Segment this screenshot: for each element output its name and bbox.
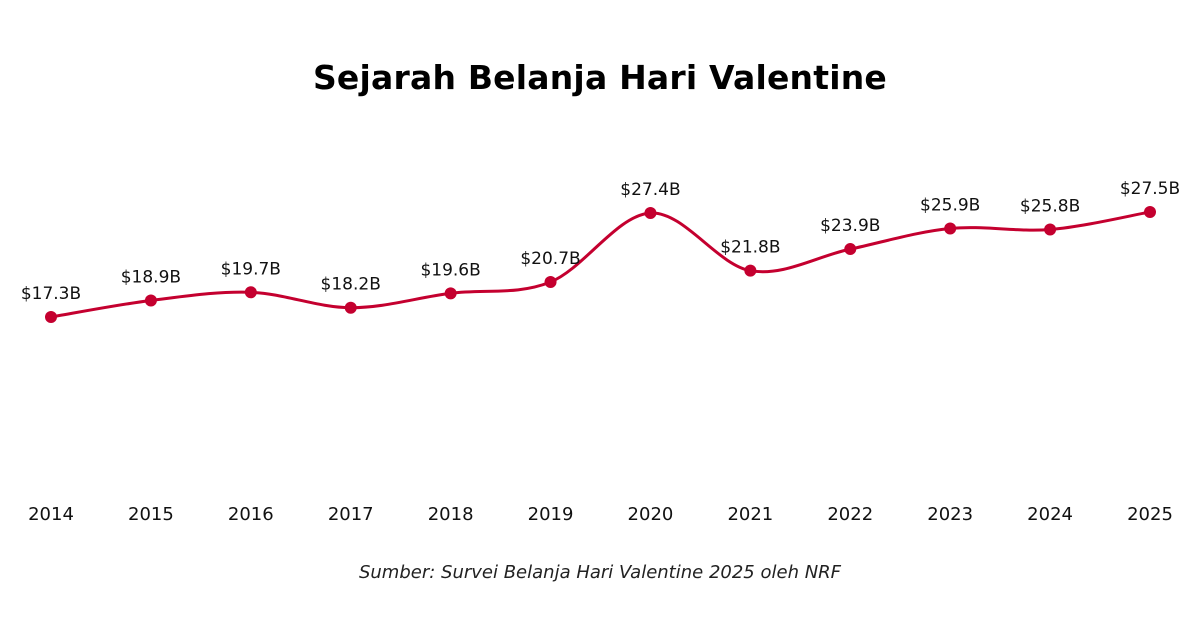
- data-point-2025: [1144, 206, 1156, 218]
- x-tick-2025: 2025: [1127, 504, 1173, 525]
- data-point-2015: [144, 294, 157, 307]
- data-point-2020: [644, 207, 657, 220]
- data-label-2023: $25.9B: [920, 195, 980, 215]
- x-axis-ticks: 2014 2015 2016 2017 2018 2019 2020 2021 2022 2023…: [28, 504, 1173, 525]
- data-label-2020: $27.4B: [620, 180, 680, 200]
- data-label-2018: $19.6B: [420, 260, 480, 280]
- x-tick-2016: 2016: [228, 504, 274, 525]
- series-line: [49, 210, 1152, 319]
- x-tick-2015: 2015: [128, 504, 174, 525]
- data-point-2016: [244, 286, 257, 299]
- data-label-2017: $18.2B: [321, 275, 381, 295]
- x-tick-2014: 2014: [28, 504, 74, 525]
- data-label-2016: $19.7B: [221, 259, 281, 279]
- data-label-2021: $21.8B: [720, 238, 780, 258]
- data-points: [45, 206, 1156, 323]
- data-label-2025: $27.5B: [1120, 179, 1180, 199]
- data-label-2024: $25.8B: [1020, 197, 1080, 217]
- x-tick-2019: 2019: [528, 504, 574, 525]
- x-tick-2017: 2017: [328, 504, 374, 525]
- data-point-2017: [344, 301, 357, 314]
- x-tick-2018: 2018: [428, 504, 474, 525]
- source-note: Sumber: Survei Belanja Hari Valentine 20…: [358, 562, 842, 583]
- x-tick-2020: 2020: [628, 504, 674, 525]
- data-label-2019: $20.7B: [520, 249, 580, 269]
- data-point-2018: [444, 287, 457, 300]
- data-point-2021: [744, 264, 757, 277]
- data-point-2014: [45, 311, 57, 323]
- data-label-2015: $18.9B: [121, 268, 181, 288]
- data-labels: $17.3B $18.9B $19.7B $18.2B $19.6B $20.7B $27.…: [21, 179, 1180, 304]
- data-label-2022: $23.9B: [820, 216, 880, 236]
- data-point-2024: [1044, 223, 1057, 236]
- data-point-2022: [844, 243, 857, 256]
- x-tick-2023: 2023: [927, 504, 973, 525]
- chart-title: Sejarah Belanja Hari Valentine: [312, 58, 888, 97]
- x-tick-2021: 2021: [727, 504, 773, 525]
- data-point-2019: [544, 276, 557, 288]
- x-tick-2022: 2022: [827, 504, 873, 525]
- x-tick-2024: 2024: [1027, 504, 1073, 525]
- data-label-2014: $17.3B: [21, 284, 81, 304]
- data-point-2023: [944, 222, 957, 235]
